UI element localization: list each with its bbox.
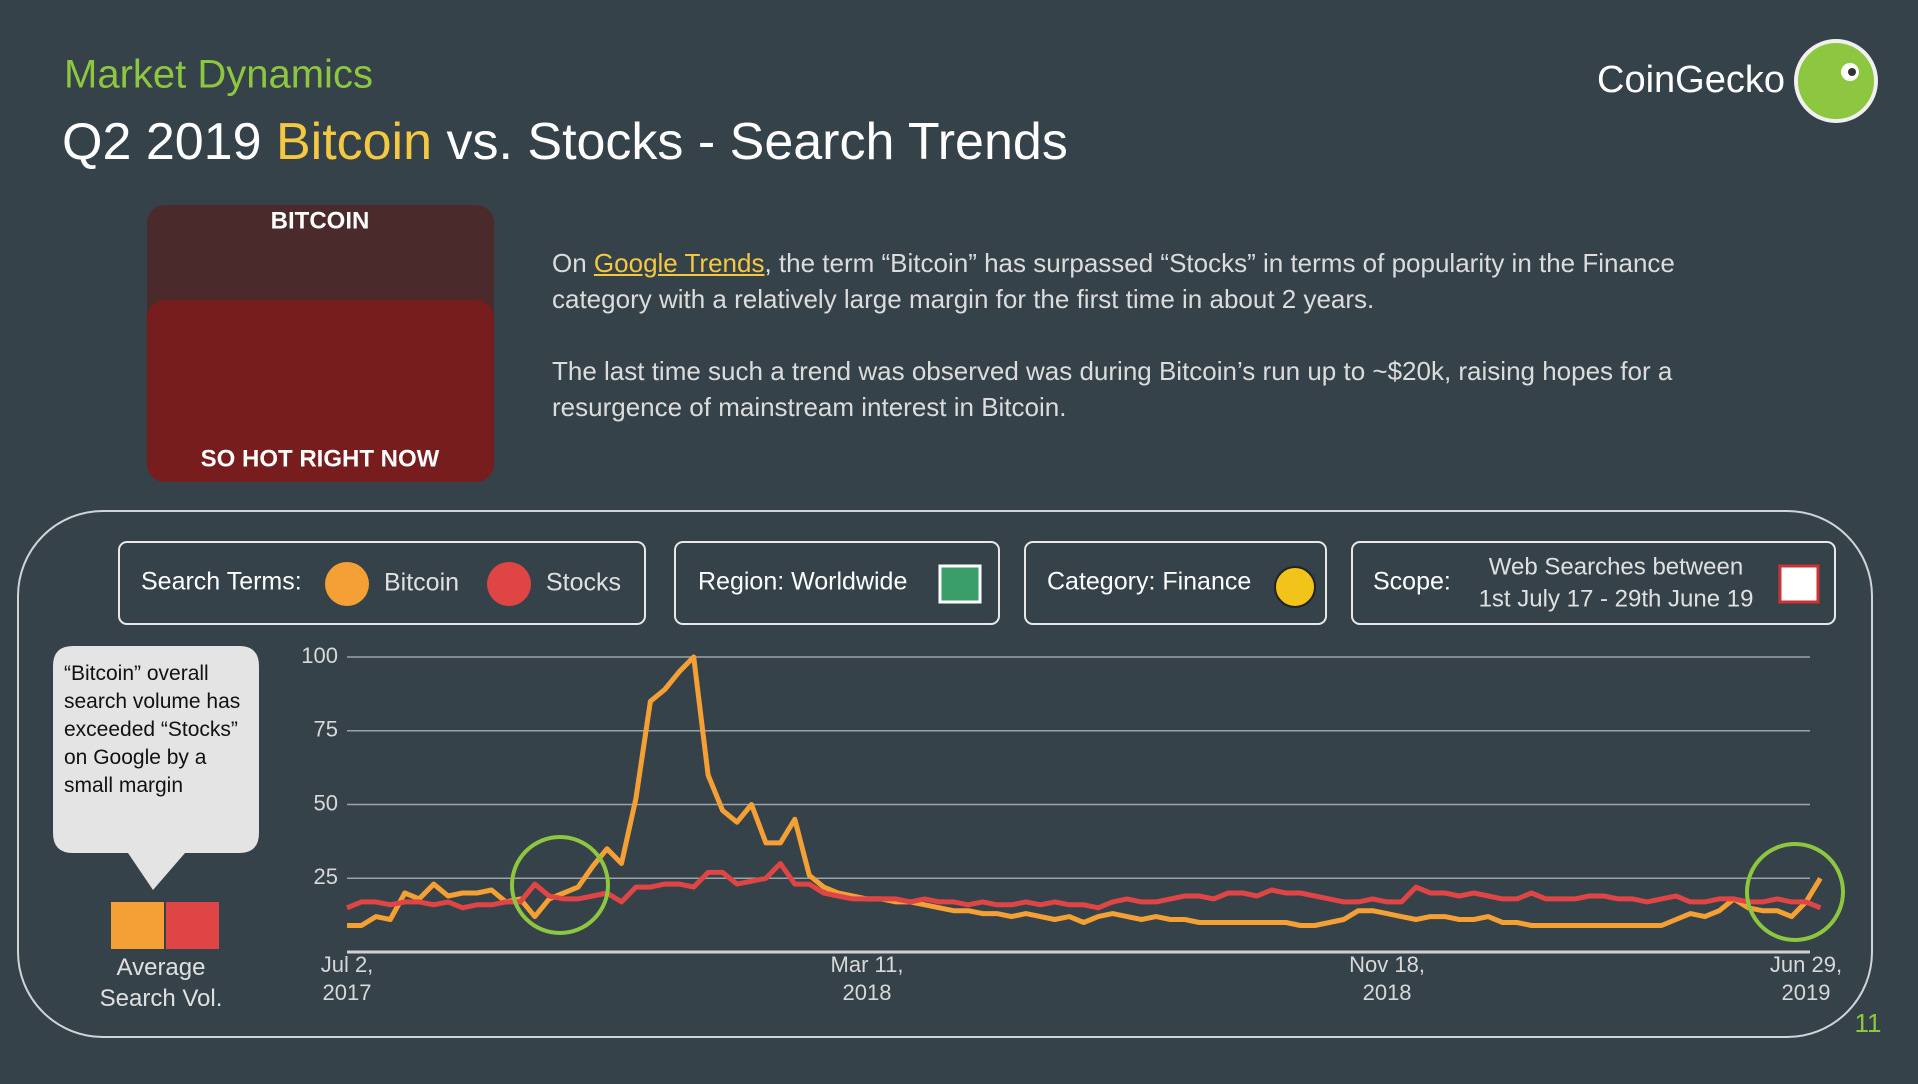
- text: On: [552, 248, 587, 278]
- x-tick-label: Jun 29, 2019: [1769, 952, 1843, 1005]
- series-line: [346, 861, 1822, 911]
- x-tick-label: Nov 18, 2018: [1349, 952, 1425, 1005]
- kicker: Market Dynamics: [64, 53, 373, 97]
- legend-swatch: [487, 562, 531, 606]
- x-tick-label: Mar 11, 2018: [830, 952, 904, 1005]
- series-line: [347, 654, 1823, 928]
- map-icon: [938, 564, 982, 604]
- brand-logo: [1794, 39, 1878, 123]
- meme-top: BITCOIN: [271, 207, 370, 234]
- chart-frame: [17, 510, 1873, 1038]
- callout-text: “Bitcoin” overall search volume has exce…: [64, 662, 241, 797]
- filter-scope-line2: 1st July 17 - 29th June 19: [1479, 585, 1754, 612]
- average-swatch: [111, 902, 164, 949]
- legend-label: Bitcoin: [384, 569, 459, 597]
- title-start: Q2 2019: [62, 113, 262, 171]
- filter-region-text: Region: Worldwide: [698, 568, 907, 596]
- money-icon: [1274, 566, 1316, 608]
- paragraph: On Google Trends, the term “Bitcoin” has…: [552, 245, 1752, 317]
- title-highlight: Bitcoin: [276, 113, 432, 171]
- average-label: Average Search Vol.: [99, 954, 223, 1012]
- text: , the term “Bitcoin” has surpassed “Stoc…: [552, 248, 1675, 314]
- y-tick-label: 50: [314, 790, 338, 815]
- filter-terms-label: Search Terms:: [141, 568, 302, 596]
- meme-bottom: SO HOT RIGHT NOW: [201, 445, 440, 472]
- filter-category: [1024, 541, 1327, 625]
- filter-category-text: Category: Finance: [1047, 568, 1251, 596]
- legend-swatch: [325, 562, 369, 606]
- brand: CoinGecko: [1597, 59, 1785, 101]
- highlight-circle: [1745, 842, 1845, 942]
- y-tick-label: 100: [301, 643, 338, 668]
- paragraph: The last time such a trend was observed …: [552, 356, 1673, 422]
- title-end: vs. Stocks - Search Trends: [446, 113, 1067, 171]
- filter-region: [674, 541, 1000, 625]
- filter-scope: [1351, 541, 1836, 625]
- link[interactable]: Google Trends: [593, 248, 765, 278]
- callout-bubble: [53, 646, 259, 890]
- highlight-circle: [510, 835, 610, 935]
- average-swatch: [166, 902, 219, 949]
- title: Q2 2019 Bitcoin vs. Stocks - Search Tren…: [62, 113, 1068, 171]
- calendar-icon: [1778, 564, 1820, 604]
- y-tick-label: 25: [314, 864, 338, 889]
- logo-pupil: [1848, 68, 1856, 76]
- x-tick-label: Jul 2, 2017: [320, 952, 374, 1005]
- filter-scope-line1: Web Searches between: [1489, 553, 1743, 580]
- meme-shade: [147, 300, 494, 482]
- legend-label: Stocks: [546, 569, 621, 597]
- filter-terms: [118, 541, 646, 625]
- y-tick-label: 75: [314, 717, 338, 742]
- page-number: 11: [1855, 1008, 1882, 1038]
- filter-scope-label: Scope:: [1373, 568, 1451, 596]
